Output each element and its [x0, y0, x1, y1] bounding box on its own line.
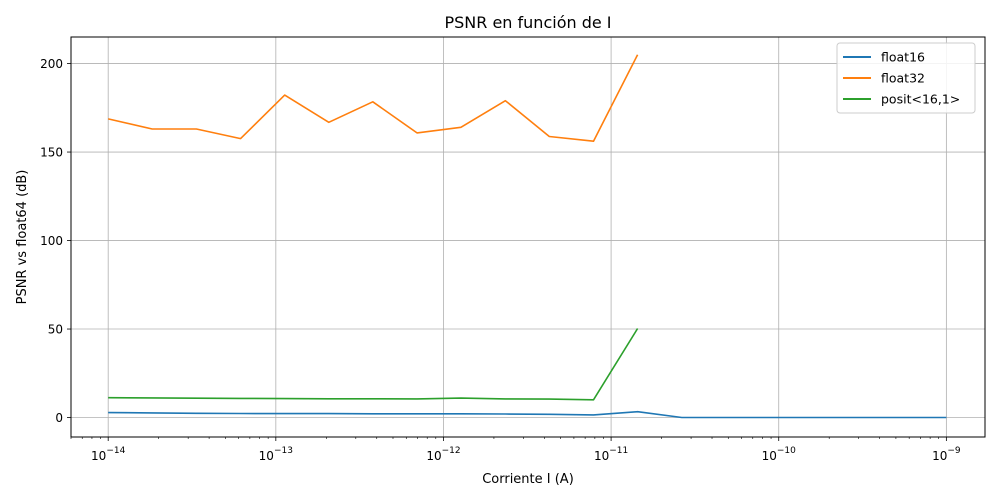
x-axis-label: Corriente I (A) — [482, 472, 574, 487]
axis-ticks: 10−14 10−13 10−12 10−11 10−10 10−9 0 50 100 150 20… — [40, 57, 961, 463]
legend-label: float16 — [881, 50, 925, 65]
chart-title: PSNR en función de I — [444, 13, 611, 32]
series-lines — [108, 54, 947, 419]
y-tick-label: 0 — [55, 411, 63, 425]
legend-label: float32 — [881, 71, 925, 86]
x-tick-label: 10−12 — [426, 446, 460, 463]
legend-box — [836, 42, 976, 114]
y-tick-label: 50 — [48, 323, 63, 337]
x-tick-label: 10−11 — [594, 446, 628, 463]
x-tick-label: 10−10 — [762, 446, 797, 463]
series-line-float16 — [108, 410, 947, 419]
series-line-float32 — [108, 54, 639, 142]
y-axis-label: PSNR vs float64 (dB) — [15, 170, 30, 305]
series-line-posit-16-1- — [108, 328, 639, 401]
y-tick-label: 100 — [40, 234, 63, 248]
legend: float16 float32 posit<16,1> — [836, 42, 976, 114]
x-tick-label: 10−14 — [91, 446, 126, 463]
y-tick-label: 150 — [40, 146, 63, 160]
plot-frame — [70, 36, 986, 438]
legend-label: posit<16,1> — [881, 92, 960, 107]
x-tick-label: 10−13 — [259, 446, 293, 463]
x-tick-label: 10−9 — [932, 446, 961, 463]
y-tick-label: 200 — [40, 57, 63, 71]
